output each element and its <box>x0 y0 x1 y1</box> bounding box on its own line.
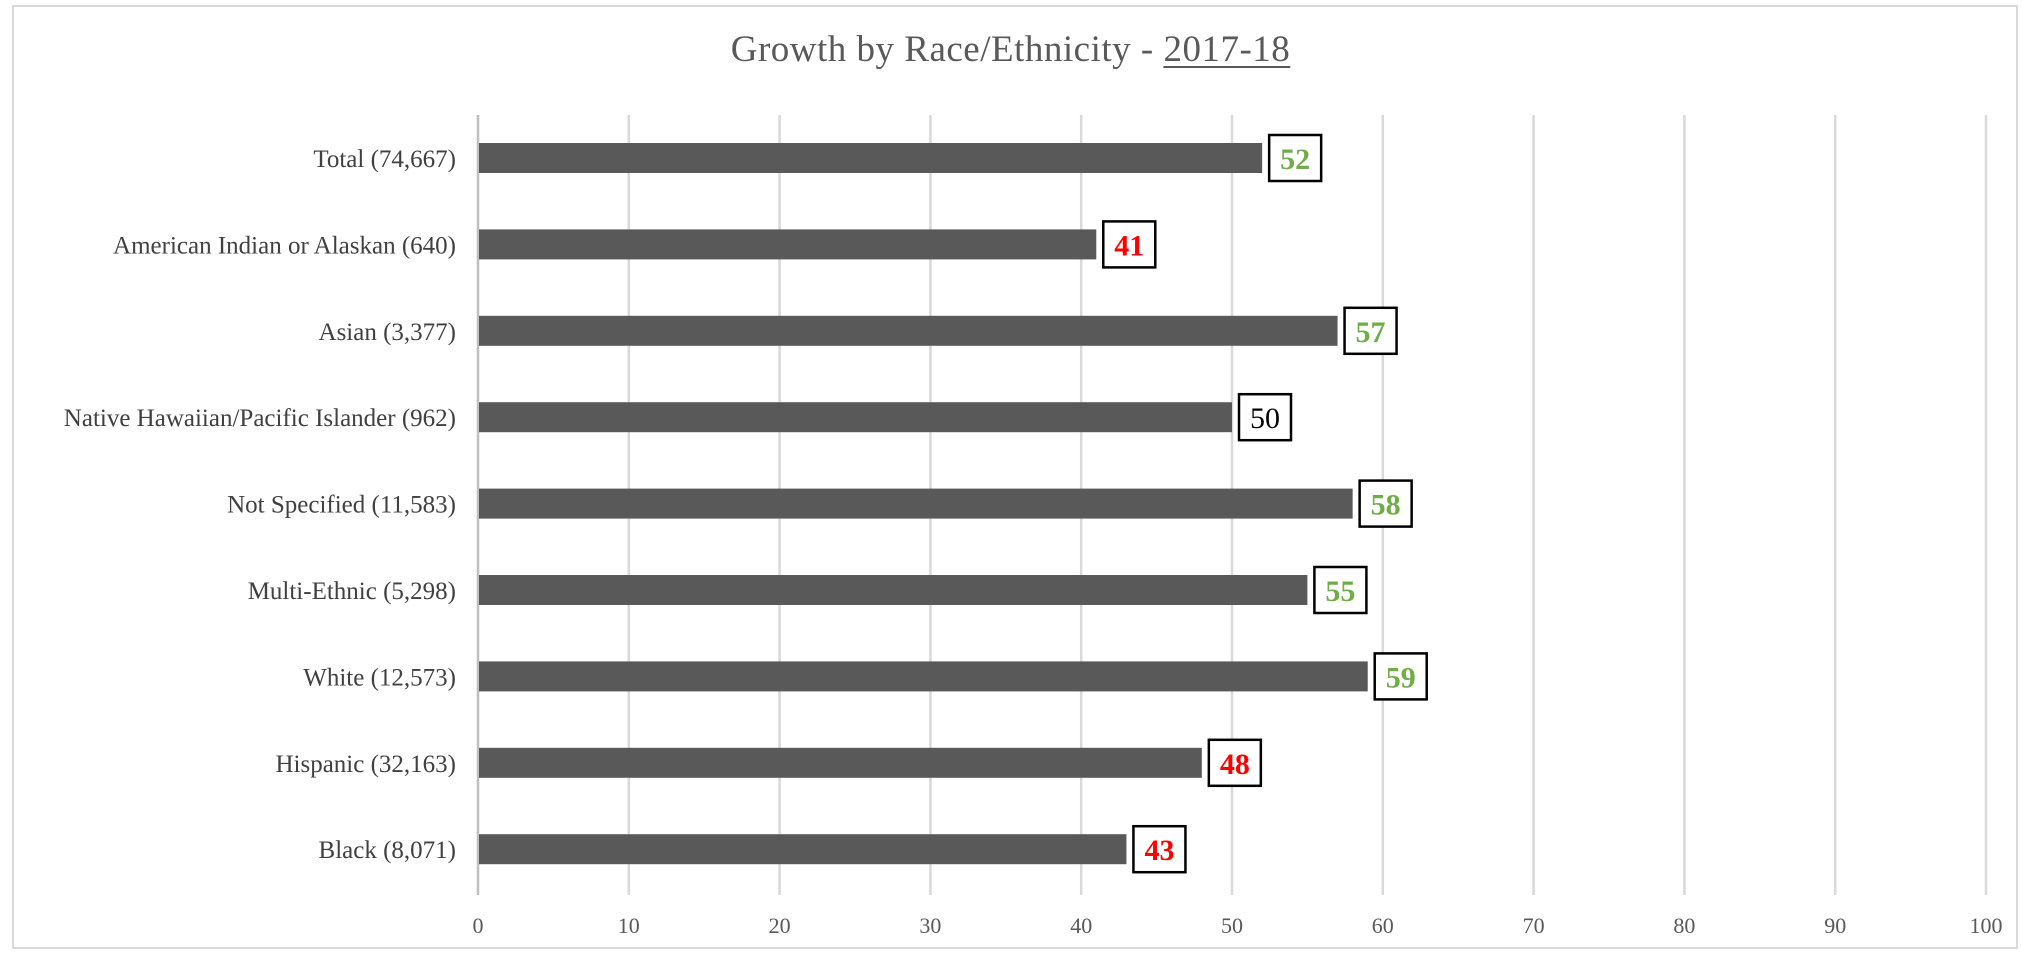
category-label: Native Hawaiian/Pacific Islander (962) <box>64 405 456 432</box>
data-label: 43 <box>1144 834 1174 867</box>
bar <box>479 143 1263 173</box>
data-label: 59 <box>1386 661 1416 694</box>
category-label: Asian (3,377) <box>319 319 456 346</box>
category-labels: Total (74,667) American Indian or Alaskan… <box>64 146 456 864</box>
x-tick-label-0: 0 <box>473 913 484 938</box>
category-label: Total (74,667) <box>313 146 456 173</box>
chart-title-text: Growth by Race/Ethnicity - <box>730 29 1164 70</box>
x-tick-label-20: 20 <box>769 913 791 938</box>
bar <box>479 575 1308 605</box>
data-label: 58 <box>1371 489 1401 522</box>
x-tick-label-80: 80 <box>1673 913 1695 938</box>
bar <box>479 834 1127 865</box>
bar <box>479 402 1232 433</box>
data-label: 41 <box>1114 229 1144 262</box>
chart-title: Growth by Race/Ethnicity - 2017-18 <box>0 28 2021 71</box>
data-label-box <box>1102 220 1157 269</box>
chart-title-year: 2017-18 <box>1163 29 1291 70</box>
x-tick-label-50: 50 <box>1221 913 1243 938</box>
chart-frame <box>12 5 2018 949</box>
data-label: 48 <box>1220 748 1250 781</box>
category-label: White (12,573) <box>303 664 456 691</box>
x-tick-label-70: 70 <box>1523 913 1545 938</box>
x-tick-label-60: 60 <box>1372 913 1394 938</box>
data-label-box <box>1313 565 1368 615</box>
data-label-box <box>1207 738 1263 788</box>
x-axis-tick-labels: 0 10 20 30 40 50 60 70 80 90 100 <box>473 913 2003 938</box>
bar <box>479 488 1353 519</box>
data-label: 57 <box>1356 316 1386 349</box>
category-label: Black (8,071) <box>319 837 456 864</box>
x-tick-label-90: 90 <box>1824 913 1846 938</box>
data-label: 52 <box>1280 143 1310 176</box>
bar <box>479 315 1338 346</box>
data-label: 50 <box>1250 402 1280 435</box>
x-tick-label-40: 40 <box>1070 913 1092 938</box>
data-labels: 52 41 57 50 58 55 59 48 43 <box>1102 133 1428 874</box>
x-tick-label-100: 100 <box>1970 913 2003 938</box>
data-label: 55 <box>1325 575 1355 608</box>
category-label: Multi-Ethnic (5,298) <box>248 578 456 605</box>
x-tick-label-30: 30 <box>919 913 941 938</box>
bar <box>479 747 1202 778</box>
data-label-box <box>1267 133 1323 183</box>
category-label: American Indian or Alaskan (640) <box>113 232 456 259</box>
bar <box>479 229 1097 260</box>
category-label: Hispanic (32,163) <box>275 751 456 778</box>
bars <box>479 143 1368 865</box>
data-label-box <box>1237 392 1293 442</box>
data-label-box <box>1373 652 1428 701</box>
data-label-box <box>1132 824 1187 874</box>
data-label-box <box>1358 479 1413 528</box>
bar <box>479 661 1368 692</box>
data-label-box <box>1343 306 1398 356</box>
x-tick-label-10: 10 <box>618 913 640 938</box>
category-label: Not Specified (11,583) <box>227 492 456 519</box>
